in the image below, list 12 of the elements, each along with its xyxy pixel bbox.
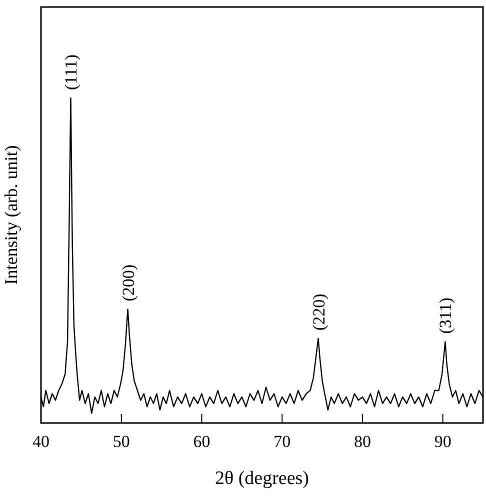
x-tick-label: 70 — [274, 432, 291, 451]
x-tick-label: 90 — [434, 432, 452, 451]
x-axis-title: 2θ (degrees) — [214, 468, 310, 489]
x-tick-label: 60 — [193, 432, 210, 451]
y-axis-title: Intensity (arb. unit) — [1, 145, 21, 285]
x-tick-label: 80 — [354, 432, 371, 451]
annotation: (200) — [118, 264, 138, 302]
annotation: (311) — [436, 298, 456, 334]
x-tick-label: 40 — [32, 432, 50, 451]
annotation: (220) — [309, 294, 328, 330]
annotation: (111) — [62, 54, 81, 90]
x-tick-label: 50 — [112, 432, 130, 451]
